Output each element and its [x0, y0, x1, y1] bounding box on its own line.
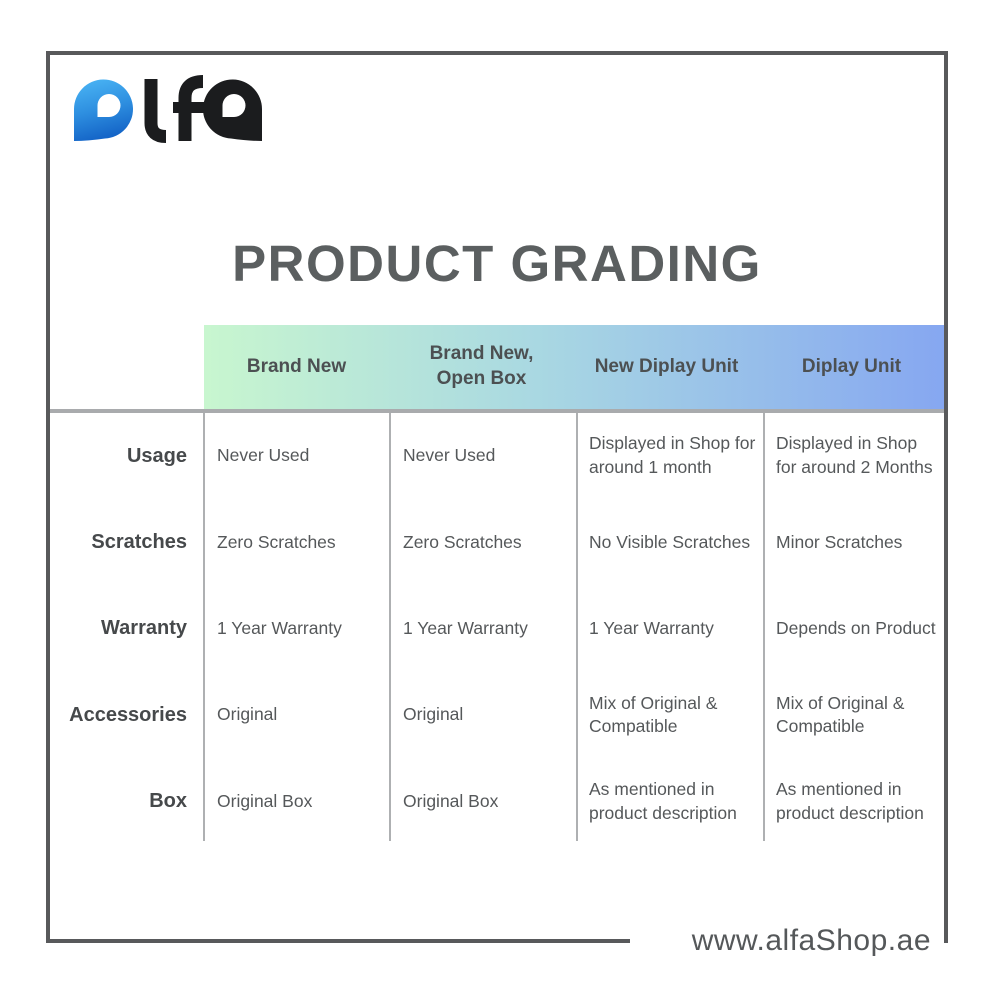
column-divider: [763, 413, 765, 841]
frame-border-right: [944, 51, 948, 943]
table-cell: Never Used: [403, 445, 496, 466]
column-header: Brand New, Open Box: [429, 343, 534, 389]
row-label: Warranty: [101, 617, 187, 640]
column-divider: [203, 413, 205, 841]
table-cell: 1 Year Warranty: [589, 618, 714, 639]
table-cell: Minor Scratches: [776, 531, 903, 552]
column-divider: [389, 413, 391, 841]
table-cell: No Visible Scratches: [589, 531, 751, 552]
frame-border-top: [46, 51, 948, 55]
table-cell: Original: [403, 704, 464, 725]
table-row: Warranty 1 Year Warranty 1 Year Warranty 1 …: [50, 586, 944, 672]
row-label: Usage: [126, 444, 187, 467]
table-cell: Displayed in Shop for around 2 Months: [776, 433, 933, 478]
table-cell: 1 Year Warranty: [217, 618, 342, 639]
table-cell: Never Used: [217, 445, 310, 466]
frame-border-left: [46, 51, 50, 943]
table-cell: Original Box: [217, 790, 313, 811]
table-cell: As mentioned in product description: [589, 778, 737, 823]
table-cell: Displayed in Shop for around 1 month: [589, 433, 756, 478]
column-header: Diplay Unit: [801, 355, 902, 377]
header-divider-line: [50, 409, 944, 413]
table-cell: Zero Scratches: [217, 531, 336, 552]
table-row: Accessories Original Original Mix of Origin…: [50, 672, 944, 758]
frame-border-bottom: [46, 939, 630, 943]
logo-letter-a-black: [203, 79, 262, 141]
table-cell: Original Box: [403, 790, 499, 811]
table-cell: 1 Year Warranty: [403, 618, 528, 639]
table-row: Scratches Zero Scratches Zero Scratches No …: [50, 499, 944, 585]
row-label: Scratches: [91, 531, 187, 554]
column-header: Brand New: [246, 355, 347, 377]
row-label: Box: [149, 790, 187, 813]
table-cell: Original: [217, 704, 278, 725]
table-cell: As mentioned in product description: [776, 778, 924, 823]
grading-table: Usage Never Used Never Used Displayed in Sh…: [50, 413, 944, 845]
row-label: Accessories: [69, 703, 187, 726]
page-title: PRODUCT GRADING: [232, 235, 762, 292]
column-divider: [576, 413, 578, 841]
website-url: www.alfaShop.ae: [691, 924, 931, 957]
table-row: Usage Never Used Never Used Displayed in Sh…: [50, 413, 944, 499]
logo-letter-l: [144, 79, 167, 143]
table-cell: Mix of Original & Compatible: [589, 692, 718, 737]
table-cell: Mix of Original & Compatible: [776, 692, 905, 737]
logo-letter-a-blue: [74, 79, 133, 141]
column-header: New Diplay Unit: [594, 355, 739, 377]
table-header: Brand New Brand New, Open Box New Diplay U…: [204, 325, 944, 409]
table-cell: Depends on Product: [776, 618, 936, 639]
table-cell: Zero Scratches: [403, 531, 522, 552]
logo-letter-f: [173, 75, 204, 141]
alfa-logo: [74, 75, 262, 143]
table-row: Box Original Box Original Box As mentioned …: [50, 759, 944, 845]
